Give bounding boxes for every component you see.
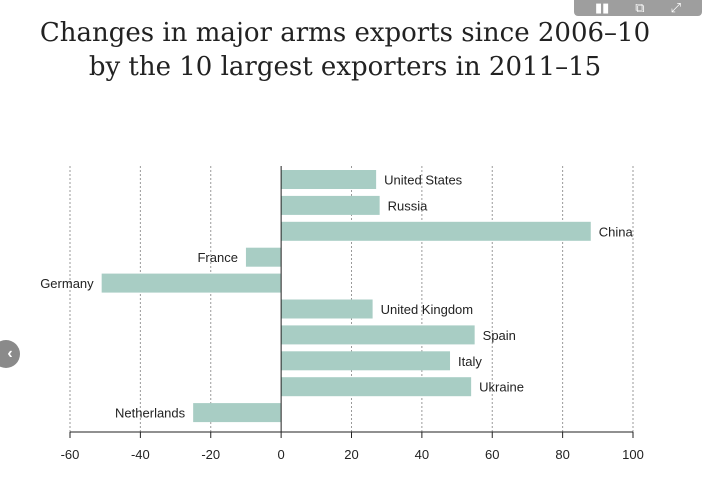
chart-title: Changes in major arms exports since 2006… (0, 16, 690, 84)
bar (281, 299, 373, 319)
expand-icon[interactable]: ⤢ (670, 0, 681, 15)
bar-category-label: Ukraine (479, 380, 524, 395)
chart-toolbar: ▮▮ ⧉ ⤢ (574, 0, 702, 16)
x-tick-label: 0 (278, 447, 285, 462)
previous-chart-button[interactable]: ‹ (0, 340, 20, 368)
bar (281, 351, 451, 371)
chart-category-labels: United States Russia China France Germany Uni… (40, 173, 633, 421)
bar (245, 247, 282, 267)
x-tick-label: 80 (555, 447, 569, 462)
bar (193, 403, 282, 423)
share-icon[interactable]: ⧉ (635, 0, 645, 15)
bar (281, 377, 472, 397)
bar-category-label: France (197, 250, 237, 265)
x-tick-label: -60 (61, 447, 80, 462)
chart-gridlines (69, 166, 634, 432)
bar-category-label: Italy (458, 354, 482, 369)
bar-category-label: Netherlands (115, 406, 186, 421)
bar-category-label: China (599, 224, 634, 239)
chart-title-line-1: Changes in major arms exports since 2006… (39, 18, 651, 48)
bar-category-label: Russia (388, 198, 429, 213)
bar-category-label: United Kingdom (381, 302, 474, 317)
bar-category-label: United States (384, 173, 463, 188)
bar (281, 325, 475, 345)
bar-category-label: Germany (40, 276, 94, 291)
chart-tick-labels: -60 -40 -20 0 20 40 60 80 100 (61, 447, 644, 462)
chart-axes (69, 166, 634, 438)
bar-category-label: Spain (483, 328, 516, 343)
bar (281, 170, 377, 189)
bar (281, 195, 380, 215)
x-tick-label: 100 (622, 447, 644, 462)
chart-title-line-2: by the 10 largest exporters in 2011–15 (88, 52, 602, 82)
x-tick-label: 60 (485, 447, 499, 462)
x-tick-label: 20 (344, 447, 358, 462)
bar (101, 273, 282, 293)
chart-view-icon[interactable]: ▮▮ (594, 0, 610, 15)
x-tick-label: -20 (201, 447, 220, 462)
x-tick-label: -40 (131, 447, 150, 462)
x-tick-label: 40 (415, 447, 429, 462)
chevron-left-icon: ‹ (7, 345, 13, 362)
chart-bars (101, 170, 591, 423)
bar (281, 221, 591, 241)
